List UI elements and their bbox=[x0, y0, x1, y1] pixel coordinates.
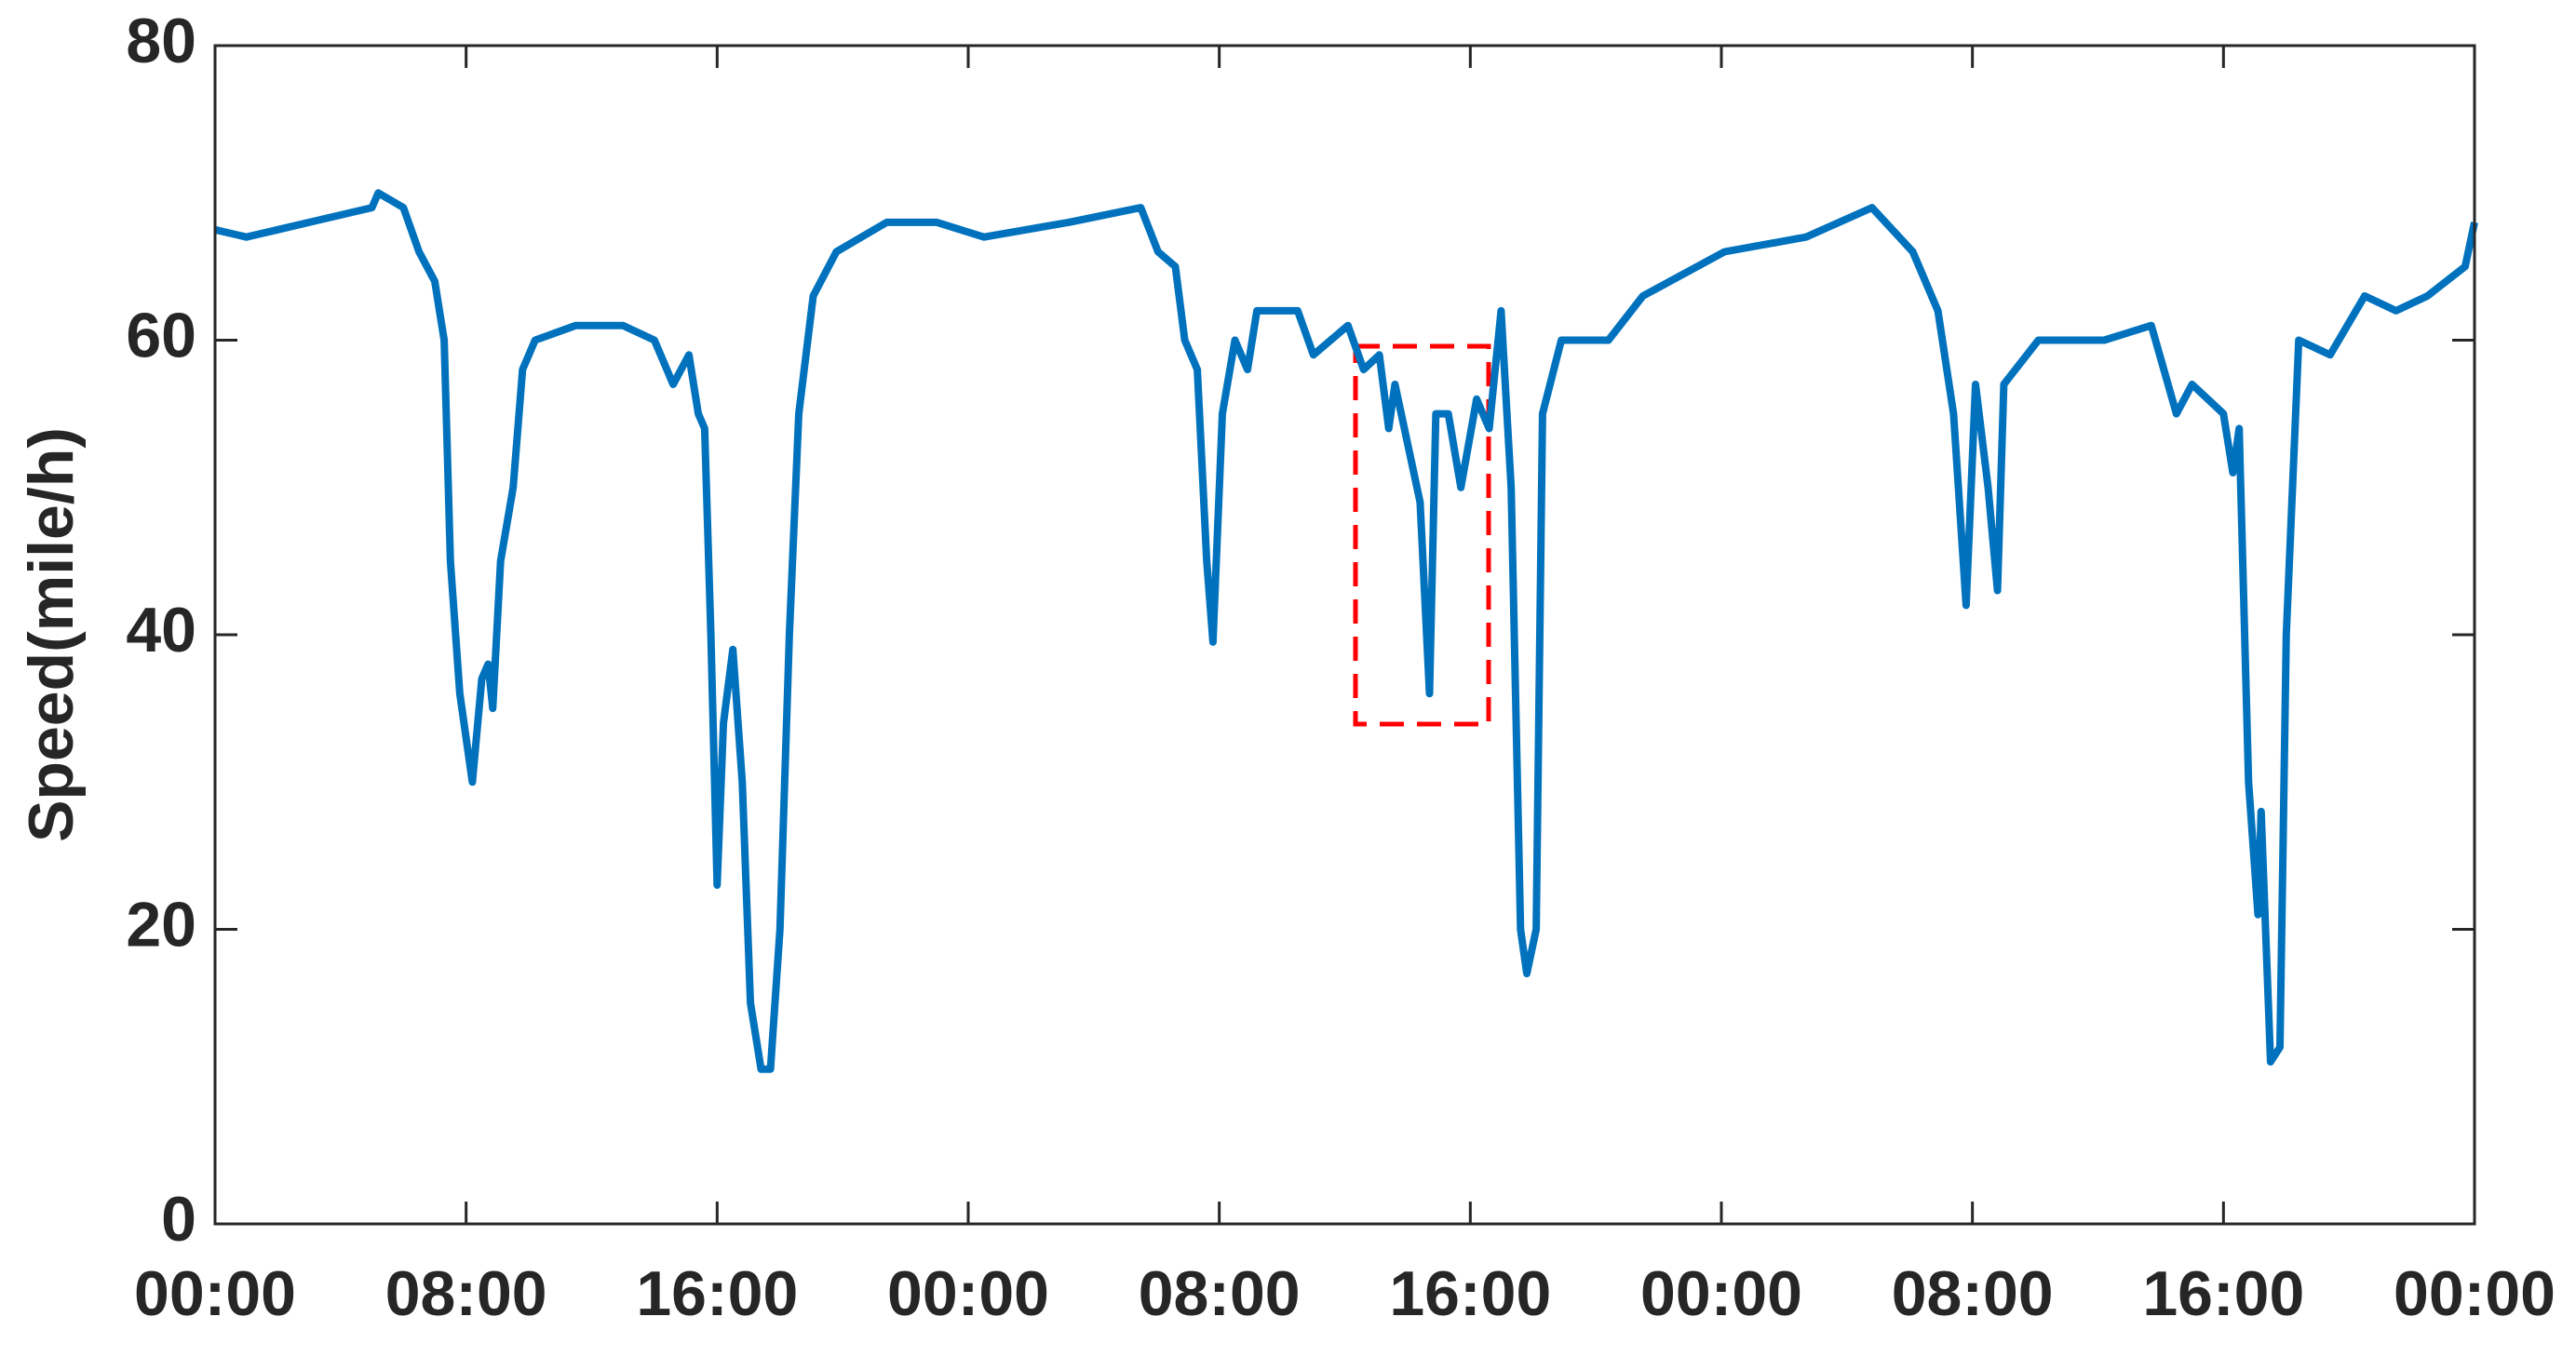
x-tick-label: 08:00 bbox=[1139, 1258, 1301, 1329]
x-tick-label: 16:00 bbox=[1389, 1258, 1551, 1329]
y-tick-label: 60 bbox=[126, 300, 196, 370]
highlight-box bbox=[1353, 343, 1491, 727]
plot-frame bbox=[213, 44, 2476, 1226]
y-axis-label: Speed(mile/h) bbox=[16, 427, 87, 842]
y-tick-label: 80 bbox=[126, 6, 196, 76]
x-tick-label: 16:00 bbox=[636, 1258, 798, 1329]
x-tick-label: 00:00 bbox=[887, 1258, 1049, 1329]
x-tick-label: 16:00 bbox=[2142, 1258, 2304, 1329]
x-tick-label: 00:00 bbox=[134, 1258, 296, 1329]
x-tick-label: 08:00 bbox=[1892, 1258, 2054, 1329]
x-tick-label: 00:00 bbox=[1640, 1258, 1802, 1329]
series-line bbox=[214, 189, 2478, 1073]
y-tick-label: 0 bbox=[161, 1184, 196, 1255]
y-tick-label: 40 bbox=[126, 595, 196, 665]
x-tick-label: 08:00 bbox=[385, 1258, 547, 1329]
y-tick-label: 20 bbox=[126, 889, 196, 960]
x-tick-label: 00:00 bbox=[2394, 1258, 2556, 1329]
